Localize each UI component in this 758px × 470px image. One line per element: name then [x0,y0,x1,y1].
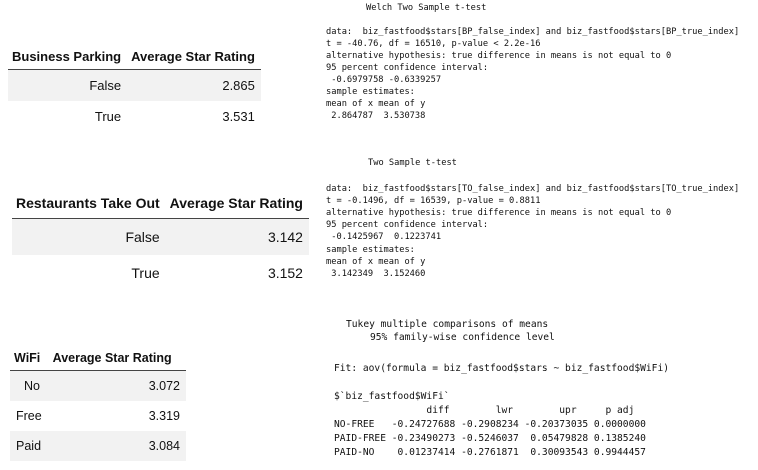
welch-test-line: alternative hypothesis: true difference … [326,51,672,61]
welch-test-line: mean of x mean of y [326,99,426,109]
welch-test-title: Welch Two Sample t-test [366,3,487,13]
welch-test-line: data: biz_fastfood$stars[BP_false_index]… [326,27,740,37]
welch-test-line: t = -40.76, df = 16510, p-value < 2.2e-1… [326,39,541,49]
two-sample-test-line: sample estimates: [326,245,415,255]
two-sample-test-line: t = -0.1496, df = 16539, p-value = 0.881… [326,196,541,206]
welch-test-line: 95 percent confidence interval: [326,63,489,73]
row-label: Free [16,409,42,423]
column-header: Average Star Rating [127,43,261,70]
business-parking-table: Business Parking Average Star Rating Fal… [8,43,261,132]
tukey-fit-line: Fit: aov(formula = biz_fastfood$stars ~ … [334,363,670,374]
tukey-table-row: PAID-NO 0.01237414 -0.2761871 0.30093543… [334,447,646,458]
two-sample-test-line: alternative hypothesis: true difference … [326,208,672,218]
two-sample-test-line: 3.142349 3.152460 [326,269,426,279]
two-sample-test-line: -0.1425967 0.1223741 [326,232,442,242]
row-label: No [10,370,49,401]
welch-test-line: sample estimates: [326,87,415,97]
table-row: False 2.865 [8,69,261,101]
two-sample-test-line: 95 percent confidence interval: [326,220,489,230]
two-sample-test-title: Two Sample t-test [368,158,457,168]
take-out-table: Restaurants Take Out Average Star Rating… [12,188,309,291]
column-header: Average Star Rating [165,188,309,219]
table-row: False 3.142 [12,218,309,255]
two-sample-test-line: data: biz_fastfood$stars[TO_false_index]… [326,184,740,194]
row-label: False [8,69,128,101]
row-value: 3.152 [267,265,303,281]
tukey-table-row: PAID-FREE -0.23490273 -0.5246037 0.05479… [334,433,646,444]
tukey-table-header: diff lwr upr p adj [334,405,635,416]
row-value: 3.084 [48,431,186,461]
two-sample-test-line: mean of x mean of y [326,257,426,267]
tukey-variable-line: $`biz_fastfood$WiFi` [334,391,450,402]
welch-test-line: 2.864787 3.530738 [326,111,426,121]
wifi-table: WiFi Average Star Rating No 3.072 Free 3… [10,346,186,461]
column-header: Average Star Rating [48,346,186,371]
table-row: No 3.072 [10,370,186,401]
row-label: True [94,109,122,124]
welch-test-line: -0.6979758 -0.6339257 [326,75,442,85]
table-row: Free 3.319 [10,401,186,431]
tukey-table-row: NO-FREE -0.24727688 -0.2908234 -0.203730… [334,419,646,430]
table-header-row: Business Parking Average Star Rating [8,43,261,70]
row-label: False [12,218,166,255]
row-label: Paid [10,431,49,461]
row-value: 3.142 [165,218,309,255]
tukey-title: Tukey multiple comparisons of means [346,319,549,330]
column-header: WiFi [10,346,49,371]
row-label: True [131,265,160,281]
row-value: 3.531 [222,109,255,124]
table-row: True 3.531 [8,101,261,132]
table-header-row: Restaurants Take Out Average Star Rating [12,188,309,219]
row-value: 2.865 [127,69,261,101]
column-header: Restaurants Take Out [12,188,166,219]
table-row: Paid 3.084 [10,431,186,461]
table-header-row: WiFi Average Star Rating [10,346,186,371]
column-header: Business Parking [8,43,128,70]
table-row: True 3.152 [12,255,309,291]
row-value: 3.072 [48,370,186,401]
tukey-subtitle: 95% family-wise confidence level [370,332,555,343]
row-value: 3.319 [148,409,180,423]
